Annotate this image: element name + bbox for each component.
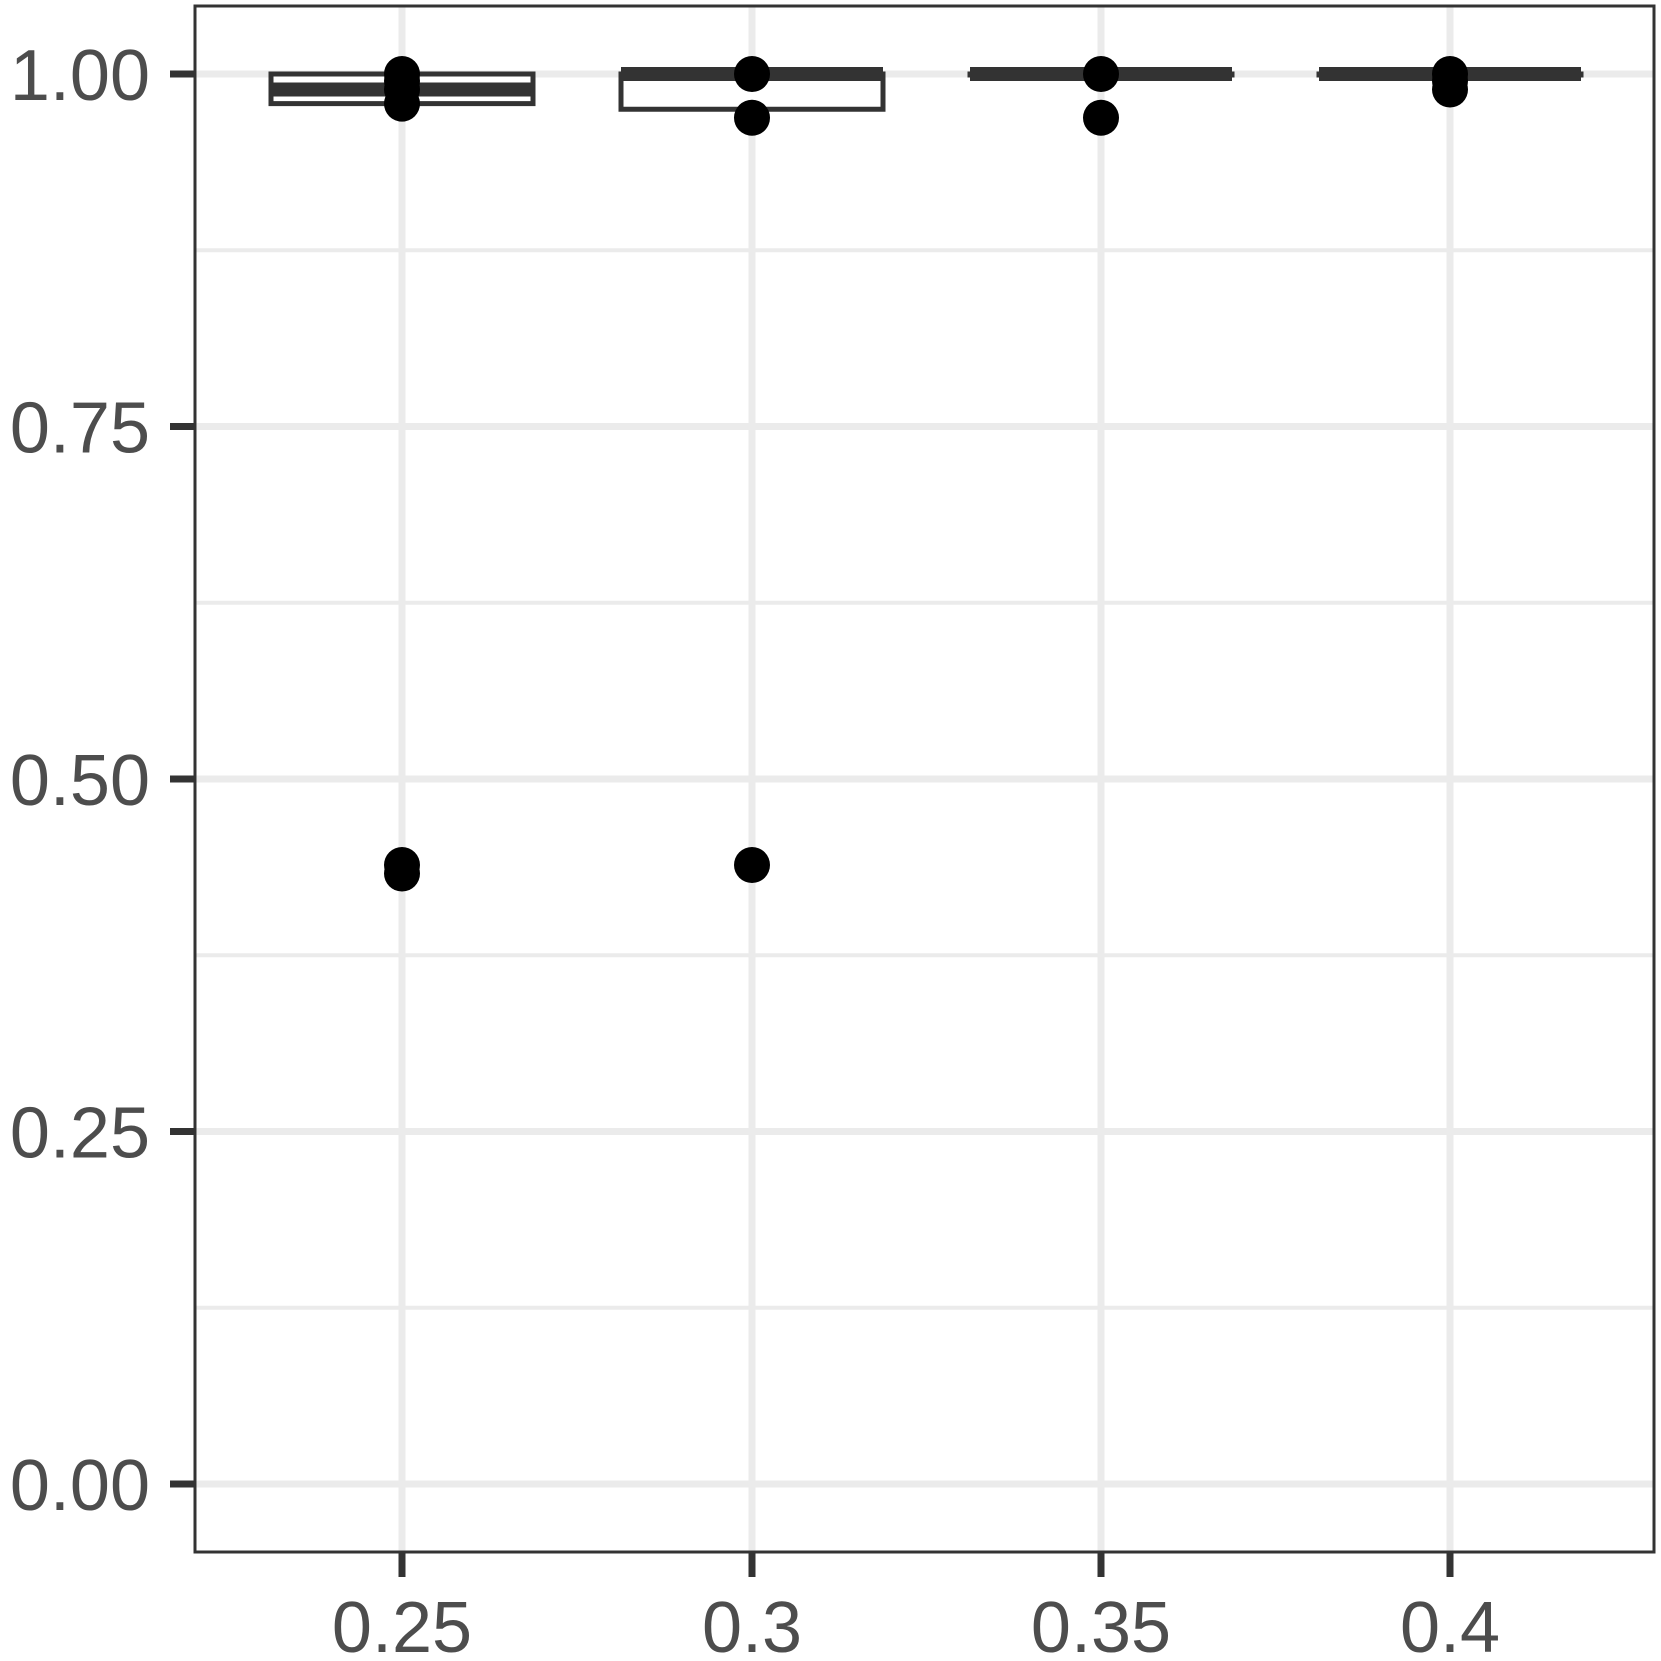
outlier-point bbox=[1083, 56, 1119, 92]
y-tick-label: 1.00 bbox=[10, 36, 150, 116]
y-tick-label: 0.50 bbox=[10, 741, 150, 821]
x-tick-label: 0.4 bbox=[1400, 1588, 1500, 1661]
x-tick-label: 0.3 bbox=[702, 1588, 802, 1661]
y-tick-label: 0.25 bbox=[10, 1094, 150, 1174]
y-tick-label: 0.00 bbox=[10, 1446, 150, 1526]
x-tick-label: 0.25 bbox=[332, 1588, 472, 1661]
y-axis: 0.00 0.25 0.50 0.75 1.00 bbox=[10, 36, 195, 1526]
outlier-point bbox=[1083, 99, 1119, 136]
outlier-point bbox=[734, 847, 770, 884]
x-tick-label: 0.35 bbox=[1031, 1588, 1171, 1661]
outlier-points bbox=[384, 56, 1468, 892]
y-tick-label: 0.75 bbox=[10, 389, 150, 469]
outlier-point bbox=[384, 855, 420, 892]
outlier-point bbox=[384, 85, 420, 122]
outlier-point bbox=[734, 56, 770, 92]
x-axis: 0.25 0.3 0.35 0.4 bbox=[332, 1552, 1500, 1661]
minor-gridlines bbox=[195, 248, 1654, 1310]
outlier-point bbox=[1432, 71, 1468, 108]
outlier-point bbox=[734, 99, 770, 136]
